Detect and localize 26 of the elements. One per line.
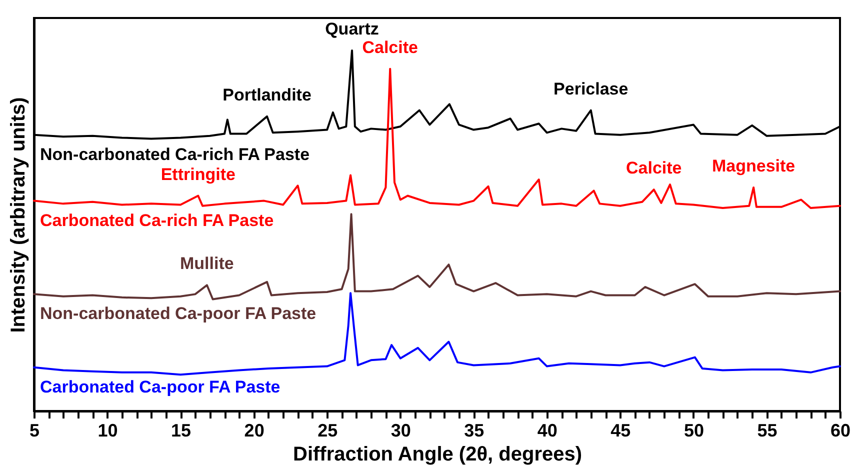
annotation: Calcite — [626, 158, 682, 178]
x-tick-label: 55 — [757, 420, 778, 440]
x-tick-label: 30 — [390, 420, 411, 440]
x-tick-label: 40 — [537, 420, 558, 440]
annotation: Quartz — [325, 19, 379, 38]
x-tick-label: 45 — [610, 420, 631, 440]
annotation: Calcite — [362, 38, 418, 57]
series-label: Non-carbonated Ca-poor FA Paste — [40, 304, 316, 324]
x-tick-label: 5 — [29, 420, 40, 440]
series-label: Carbonated Ca-poor FA Paste — [40, 377, 280, 396]
x-tick-label: 50 — [684, 420, 704, 440]
series-label: Carbonated Ca-rich FA Paste — [40, 210, 274, 230]
x-tick-label: 25 — [318, 420, 338, 440]
x-tick-label: 15 — [171, 420, 192, 440]
x-tick-label: 35 — [464, 420, 484, 440]
series-label: Non-carbonated Ca-rich FA Paste — [40, 144, 310, 164]
annotation: Mullite — [180, 254, 234, 274]
x-axis-title: Diffraction Angle (2θ, degrees) — [292, 444, 582, 466]
annotation: Magnesite — [712, 156, 796, 176]
annotation: Portlandite — [222, 85, 312, 104]
annotation: Ettringite — [160, 164, 236, 184]
y-axis-title: Intensity (arbitrary units) — [8, 97, 30, 333]
x-tick-label: 10 — [98, 420, 118, 440]
annotation: Periclase — [554, 79, 628, 98]
x-tick-label: 60 — [830, 420, 851, 440]
x-tick-label: 20 — [244, 420, 264, 440]
